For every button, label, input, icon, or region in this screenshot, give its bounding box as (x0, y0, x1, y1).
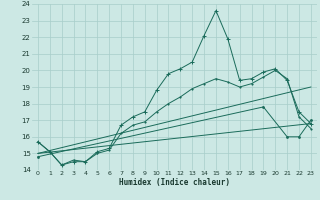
X-axis label: Humidex (Indice chaleur): Humidex (Indice chaleur) (119, 178, 230, 187)
